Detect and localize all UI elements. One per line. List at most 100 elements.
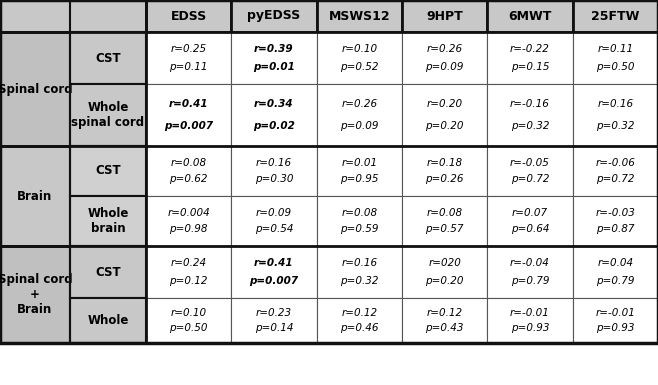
Bar xyxy=(316,298,402,343)
Bar xyxy=(572,32,658,84)
Text: p=0.62: p=0.62 xyxy=(169,174,208,184)
Text: r=-0.22: r=-0.22 xyxy=(510,44,550,54)
Text: p=0.09: p=0.09 xyxy=(340,121,378,131)
Text: EDSS: EDSS xyxy=(170,10,207,22)
Text: r=0.16: r=0.16 xyxy=(597,99,634,109)
Text: r=0.39: r=0.39 xyxy=(254,44,294,54)
Bar xyxy=(232,0,316,32)
Text: r=0.01: r=0.01 xyxy=(342,157,378,167)
Text: p=0.32: p=0.32 xyxy=(340,276,378,286)
Bar xyxy=(572,298,658,343)
Text: p=0.20: p=0.20 xyxy=(426,121,464,131)
Text: r=0.26: r=0.26 xyxy=(342,99,378,109)
Bar xyxy=(0,246,70,343)
Bar xyxy=(70,298,146,343)
Text: p=0.79: p=0.79 xyxy=(596,276,634,286)
Bar xyxy=(488,84,572,146)
Bar xyxy=(402,196,488,246)
Text: CST: CST xyxy=(95,164,121,177)
Bar xyxy=(316,32,402,84)
Text: p=0.007: p=0.007 xyxy=(249,276,299,286)
Text: r=0.41: r=0.41 xyxy=(169,99,209,109)
Text: r=0.11: r=0.11 xyxy=(597,44,634,54)
Text: p=0.87: p=0.87 xyxy=(596,224,634,234)
Text: p=0.46: p=0.46 xyxy=(340,323,378,333)
Text: r=0.12: r=0.12 xyxy=(342,308,378,318)
Text: p=0.007: p=0.007 xyxy=(164,121,213,131)
Bar xyxy=(70,32,146,84)
Bar xyxy=(316,146,402,196)
Bar xyxy=(572,196,658,246)
Text: p=0.30: p=0.30 xyxy=(255,174,293,184)
Text: p=0.72: p=0.72 xyxy=(596,174,634,184)
Text: Spinal cord: Spinal cord xyxy=(0,82,72,95)
Text: r=0.20: r=0.20 xyxy=(426,99,463,109)
Text: r=0.25: r=0.25 xyxy=(170,44,207,54)
Bar xyxy=(232,32,316,84)
Bar xyxy=(146,32,232,84)
Text: p=0.54: p=0.54 xyxy=(255,224,293,234)
Text: p=0.14: p=0.14 xyxy=(255,323,293,333)
Text: CST: CST xyxy=(95,266,121,278)
Text: p=0.50: p=0.50 xyxy=(596,62,634,72)
Text: r=-0.03: r=-0.03 xyxy=(595,208,635,218)
Text: Whole
brain: Whole brain xyxy=(88,207,129,235)
Bar xyxy=(572,0,658,32)
Text: r=0.26: r=0.26 xyxy=(426,44,463,54)
Text: p=0.43: p=0.43 xyxy=(426,323,464,333)
Text: p=0.98: p=0.98 xyxy=(169,224,208,234)
Text: r=0.08: r=0.08 xyxy=(342,208,378,218)
Bar xyxy=(232,298,316,343)
Bar xyxy=(146,0,232,32)
Text: r=0.23: r=0.23 xyxy=(256,308,292,318)
Bar xyxy=(232,196,316,246)
Text: p=0.32: p=0.32 xyxy=(511,121,549,131)
Bar xyxy=(572,246,658,298)
Text: r=0.10: r=0.10 xyxy=(170,308,207,318)
Text: p=0.50: p=0.50 xyxy=(169,323,208,333)
Text: Whole
spinal cord: Whole spinal cord xyxy=(72,101,145,129)
Text: p=0.93: p=0.93 xyxy=(511,323,549,333)
Text: r=0.16: r=0.16 xyxy=(256,157,292,167)
Text: p=0.93: p=0.93 xyxy=(596,323,634,333)
Text: p=0.09: p=0.09 xyxy=(426,62,464,72)
Text: r=0.08: r=0.08 xyxy=(170,157,207,167)
Text: r=-0.01: r=-0.01 xyxy=(595,308,635,318)
Text: p=0.32: p=0.32 xyxy=(596,121,634,131)
Bar xyxy=(488,246,572,298)
Text: r=020: r=020 xyxy=(428,258,461,268)
Text: p=0.26: p=0.26 xyxy=(426,174,464,184)
Bar xyxy=(402,32,488,84)
Text: r=0.04: r=0.04 xyxy=(597,258,634,268)
Bar xyxy=(488,298,572,343)
Text: r=0.10: r=0.10 xyxy=(342,44,378,54)
Text: p=0.79: p=0.79 xyxy=(511,276,549,286)
Text: p=0.20: p=0.20 xyxy=(426,276,464,286)
Bar xyxy=(402,246,488,298)
Text: p=0.52: p=0.52 xyxy=(340,62,378,72)
Bar xyxy=(0,146,70,246)
Text: p=0.57: p=0.57 xyxy=(426,224,464,234)
Bar xyxy=(70,196,146,246)
Bar xyxy=(232,246,316,298)
Text: 25FTW: 25FTW xyxy=(591,10,640,22)
Text: r=0.24: r=0.24 xyxy=(170,258,207,268)
Text: r=0.34: r=0.34 xyxy=(254,99,294,109)
Bar xyxy=(488,146,572,196)
Bar xyxy=(316,246,402,298)
Bar xyxy=(572,146,658,196)
Text: MSWS12: MSWS12 xyxy=(328,10,390,22)
Text: p=0.72: p=0.72 xyxy=(511,174,549,184)
Text: p=0.59: p=0.59 xyxy=(340,224,378,234)
Bar xyxy=(316,196,402,246)
Text: r=-0.05: r=-0.05 xyxy=(510,157,550,167)
Text: CST: CST xyxy=(95,52,121,65)
Text: p=0.12: p=0.12 xyxy=(169,276,208,286)
Text: p=0.64: p=0.64 xyxy=(511,224,549,234)
Text: 9HPT: 9HPT xyxy=(426,10,463,22)
Bar xyxy=(402,84,488,146)
Bar xyxy=(70,146,146,196)
Bar xyxy=(488,32,572,84)
Bar xyxy=(572,84,658,146)
Text: r=0.08: r=0.08 xyxy=(426,208,463,218)
